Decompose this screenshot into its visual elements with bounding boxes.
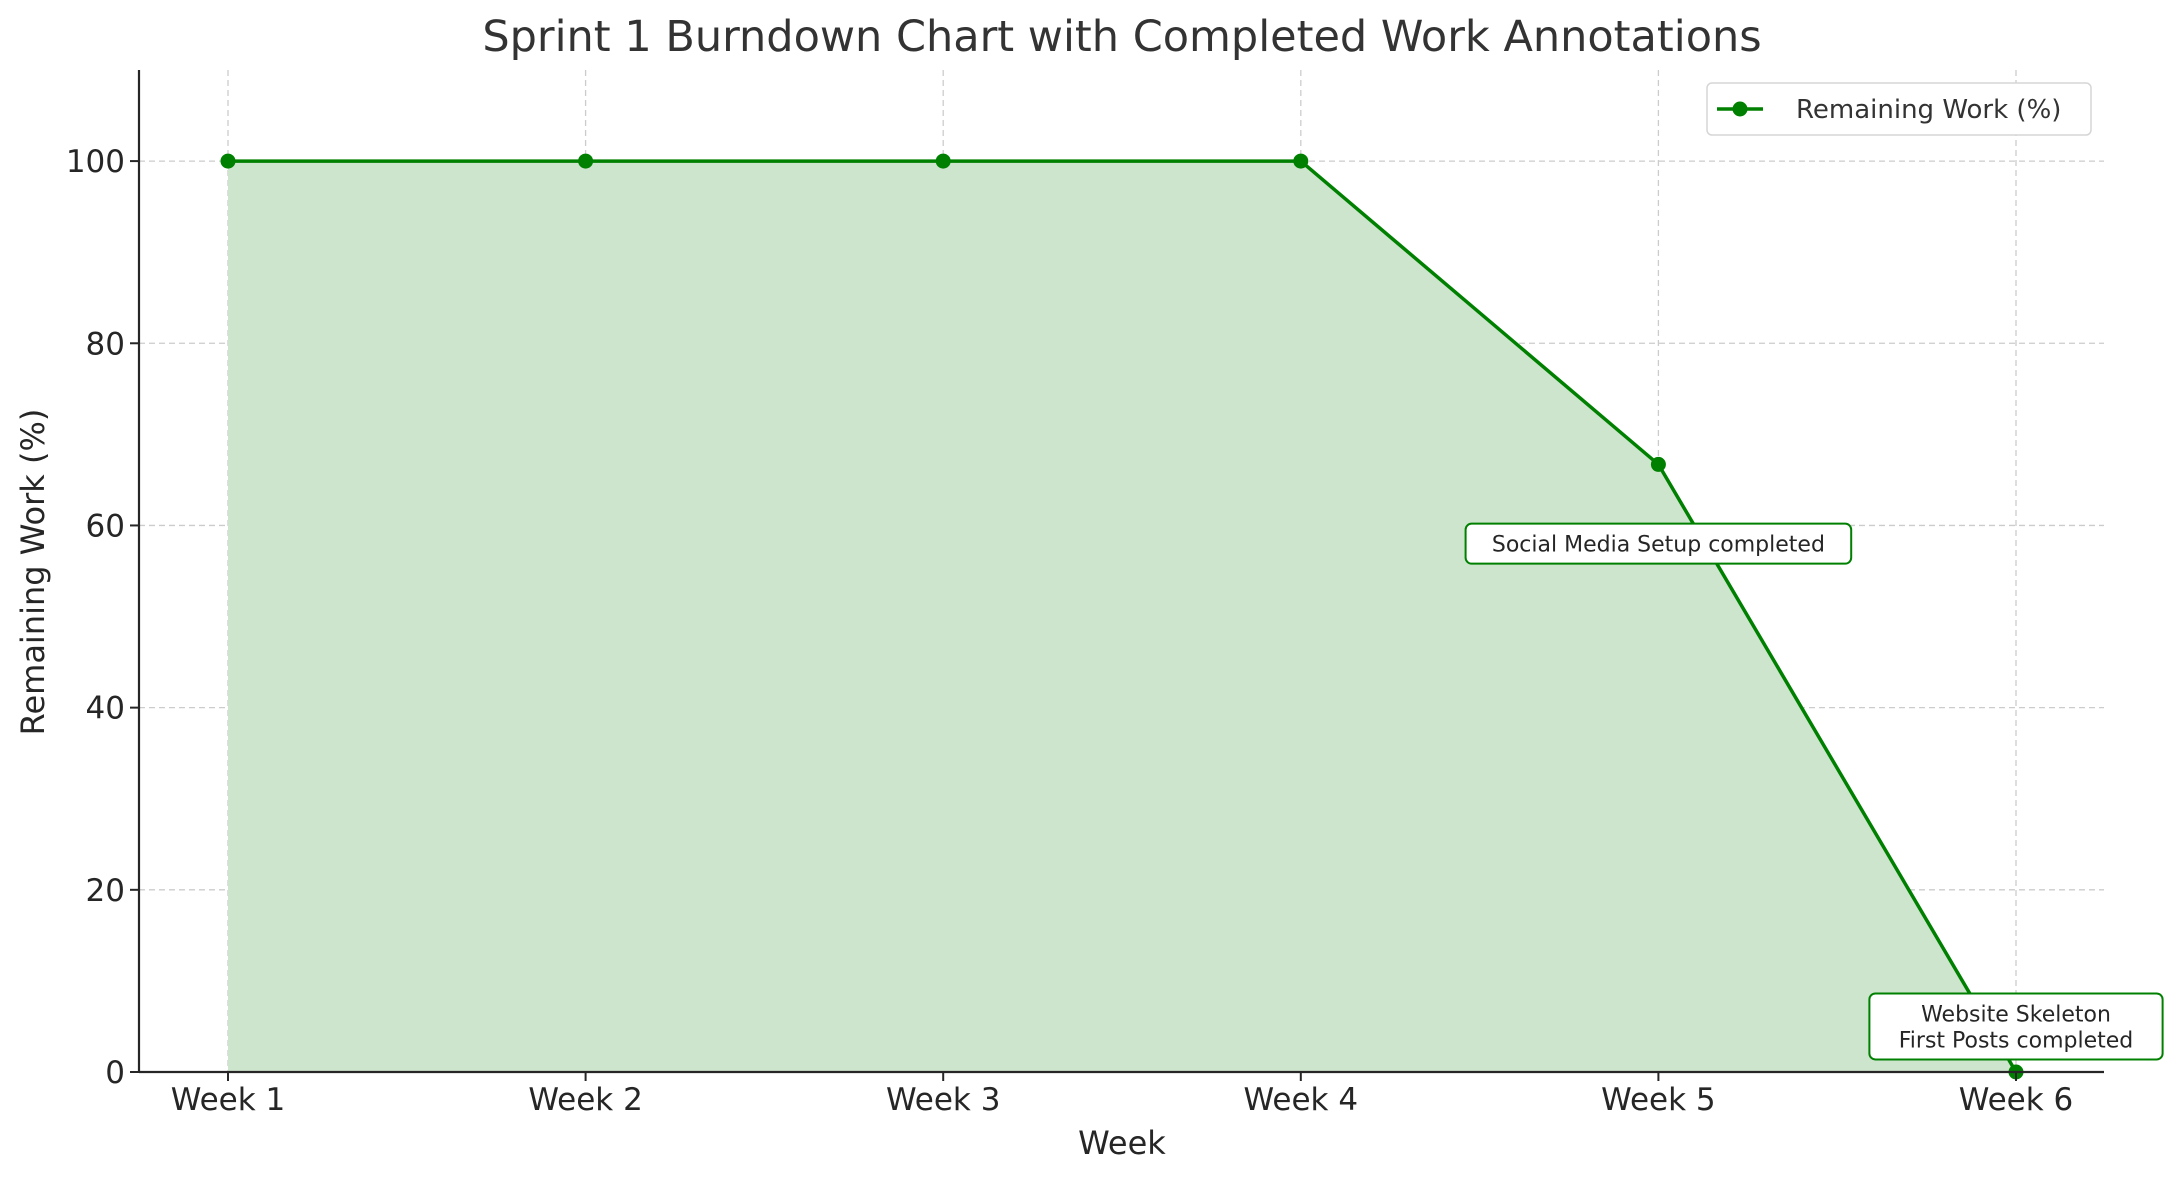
legend-label: Remaining Work (%) <box>1796 95 2061 125</box>
x-tick-label: Week 3 <box>886 1082 1001 1118</box>
annotation-text: Social Media Setup completed <box>1492 533 1825 558</box>
legend-frame <box>1706 82 2092 136</box>
y-tick-label: 0 <box>105 1055 125 1091</box>
x-axis-label: Week <box>1078 1124 1166 1162</box>
annotation-text: Website Skeleton <box>1921 1002 2111 1027</box>
data-point <box>220 153 236 169</box>
x-tick-label: Week 5 <box>1601 1082 1716 1118</box>
x-tick-label: Week 2 <box>528 1082 643 1118</box>
y-tick-label: 40 <box>86 691 125 727</box>
y-tick-label: 100 <box>66 144 125 180</box>
annotation-box <box>1868 992 2164 1061</box>
y-tick-label: 80 <box>86 326 125 362</box>
axes: 0 20 40 60 80 100 Week 1 Week 2 Week 3 Week 4 Week… <box>66 70 2104 1118</box>
legend-marker <box>1732 101 1748 117</box>
x-tick-label: Week 1 <box>171 1082 286 1118</box>
data-point <box>935 153 951 169</box>
x-tick-label: Week 6 <box>1959 1082 2074 1118</box>
y-axis-label: Remaining Work (%) <box>14 409 52 736</box>
annotation-box <box>1464 522 1853 565</box>
data-point <box>1650 456 1666 472</box>
data-point <box>1293 153 1309 169</box>
y-tick-label: 60 <box>86 508 125 544</box>
annotations: Social Media Setup completed Website Skel… <box>1464 522 2164 1061</box>
annotation-label: Social Media Setup completed <box>1464 522 1853 565</box>
series-line <box>228 159 2018 1073</box>
legend: Remaining Work (%) <box>1706 82 2092 136</box>
y-tick-label: 20 <box>86 873 125 909</box>
chart-title: Sprint 1 Burndown Chart with Completed W… <box>482 12 1761 62</box>
x-tick-label: Week 4 <box>1244 1082 1359 1118</box>
annotation-text: First Posts completed <box>1899 1028 2134 1053</box>
line-layer <box>220 153 2024 1080</box>
data-point <box>578 153 594 169</box>
